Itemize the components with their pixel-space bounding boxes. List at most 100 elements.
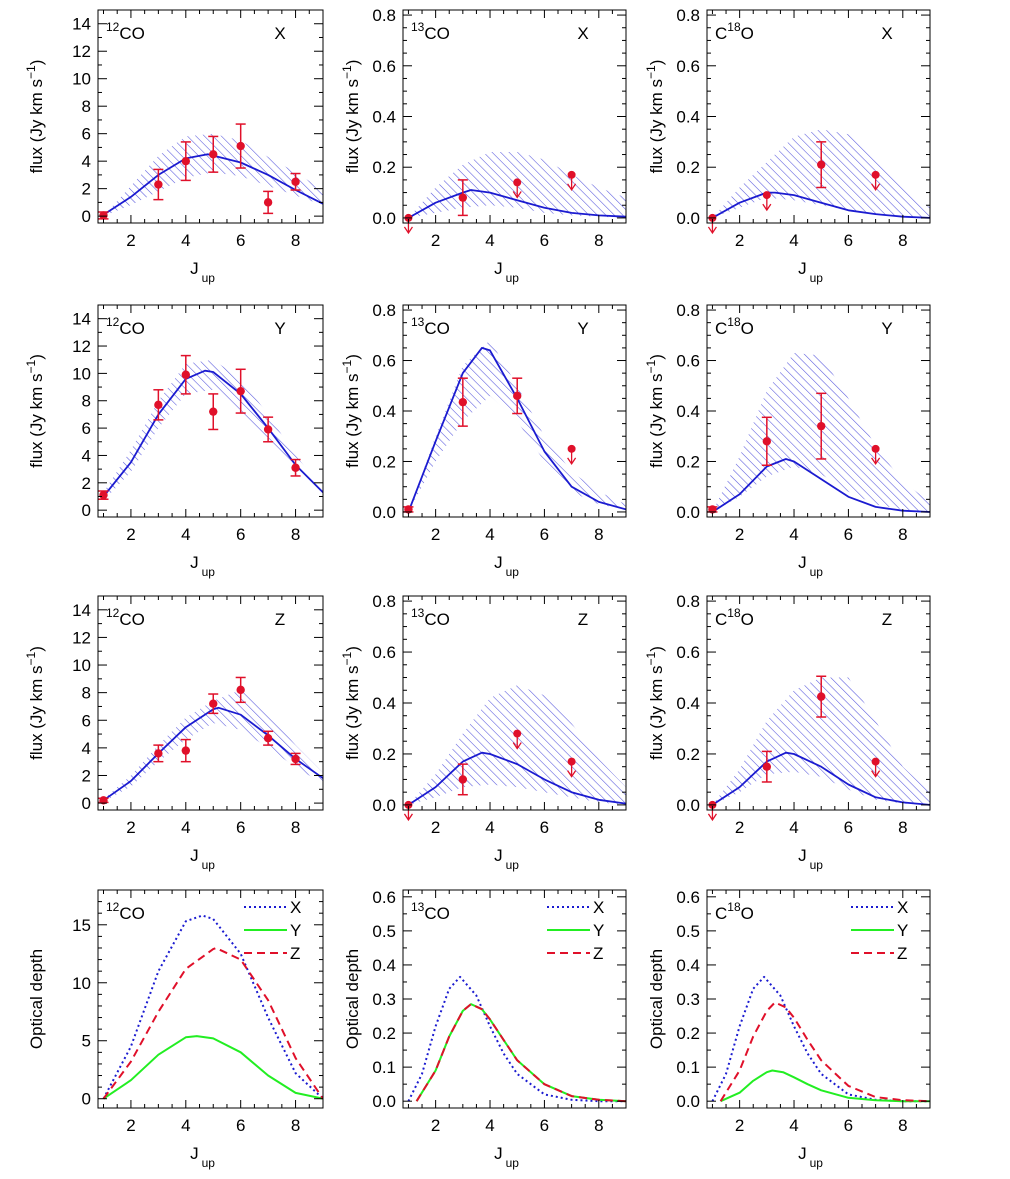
data-point (263, 734, 273, 743)
x-tick-label: 8 (291, 818, 300, 837)
series-line-X (711, 975, 930, 1103)
molecule-label: 12CO (106, 315, 145, 338)
panel-C18O-Z: 2 4 6 8 0.0 0.2 0.4 0.6 0.8 J up flux (Jy km s−1) C1… (644, 592, 931, 872)
model-curve (407, 347, 626, 513)
y-tick-label: 10 (72, 70, 91, 89)
x-tick-label: 2 (735, 231, 744, 250)
x-tick-label: 8 (898, 818, 907, 837)
y-axis-label: flux (Jy km s−1) (340, 60, 362, 174)
panel-13CO-Y: 2 4 6 8 0.0 0.2 0.4 0.6 0.8 J up flux (Jy km s−1) 13… (340, 301, 627, 579)
upper-limit-arrowhead (512, 742, 522, 750)
y-tick-label: 0.2 (372, 452, 396, 471)
legend-label-Z: Z (897, 944, 907, 963)
y-tick-label: 0.6 (372, 888, 396, 907)
x-tick-label: 8 (291, 231, 300, 250)
x-tick-label: 2 (735, 818, 744, 837)
position-label: Y (577, 319, 588, 338)
y-tick-label: 12 (72, 337, 91, 356)
y-tick-label: 6 (82, 711, 91, 730)
x-tick-label: 4 (789, 231, 798, 250)
position-label: X (577, 24, 588, 43)
y-tick-label: 0 (82, 501, 91, 520)
y-axis-label: flux (Jy km s−1) (644, 60, 666, 174)
upper-limit-arrowhead (403, 813, 413, 822)
x-tick-label: 4 (181, 818, 190, 837)
x-tick-label: 2 (431, 818, 440, 837)
y-tick-label: 0.4 (372, 402, 396, 421)
y-tick-label: 0.2 (676, 745, 700, 764)
model-curve (407, 189, 626, 219)
data-point (154, 180, 163, 189)
y-tick-label: 0.0 (676, 503, 700, 522)
y-axis-label: Optical depth (27, 949, 46, 1049)
position-label: Y (881, 319, 892, 338)
model-uncertainty-band (103, 689, 323, 802)
x-tick-label: 2 (126, 818, 135, 837)
data-point (154, 400, 163, 410)
y-tick-label: 6 (82, 125, 91, 144)
y-tick-label: 0.4 (676, 402, 700, 421)
x-tick-label: 2 (735, 525, 744, 544)
plot-frame (97, 889, 324, 1109)
panel-12CO-Z: 2 4 6 8 0 2 4 6 8 10 12 14 J up flux (Jy km s−1) 12CO Z (24, 595, 324, 872)
y-tick-label: 0.6 (372, 352, 396, 371)
y-tick-label: 2 (82, 766, 91, 785)
x-tick-label: 8 (898, 231, 907, 250)
legend-label-X: X (593, 898, 604, 917)
molecule-label: 13CO (411, 20, 450, 43)
position-label: Z (882, 610, 892, 629)
data-point (817, 692, 826, 701)
model-curve (102, 369, 323, 498)
data-point (181, 746, 191, 755)
y-tick-label: 10 (72, 656, 91, 675)
y-tick-label: 0 (82, 1090, 91, 1109)
x-tick-label: 8 (898, 525, 907, 544)
model-curve (102, 706, 323, 802)
y-tick-label: 0.0 (372, 1092, 396, 1111)
x-tick-label: 4 (789, 1116, 798, 1135)
y-tick-label: 0.0 (676, 796, 700, 815)
model-uncertainty-band (103, 359, 323, 501)
y-tick-label: 0.2 (372, 158, 396, 177)
data-point (263, 425, 273, 434)
y-tick-label: 0.2 (676, 158, 700, 177)
panel-12CO-Y: 2 4 6 8 0 2 4 6 8 10 12 14 J up flux (Jy km s−1) 12CO Y (24, 304, 324, 579)
y-axis-label: flux (Jy km s−1) (340, 354, 362, 468)
position-label: Y (274, 319, 285, 338)
y-tick-label: 5 (82, 1032, 91, 1051)
upper-limit-arrowhead (512, 191, 522, 199)
y-tick-label: 2 (82, 474, 91, 493)
upper-limit-arrowhead (762, 203, 772, 212)
y-tick-label: 6 (82, 419, 91, 438)
data-point (291, 754, 300, 764)
y-tick-label: 2 (82, 180, 91, 199)
y-tick-label: 0.6 (676, 888, 700, 907)
molecule-label: C18O (715, 20, 754, 43)
data-point (99, 490, 108, 500)
upper-limit-arrowhead (707, 813, 717, 822)
y-tick-label: 4 (82, 446, 91, 465)
x-tick-label: 2 (126, 525, 135, 544)
data-point (181, 156, 191, 166)
y-tick-label: 4 (82, 152, 91, 171)
panel-13CO-Z: 2 4 6 8 0.0 0.2 0.4 0.6 0.8 J up flux (Jy km s−1) 13… (340, 592, 627, 872)
legend-label-Y: Y (290, 921, 301, 940)
molecule-label: C18O (715, 315, 754, 338)
y-tick-label: 4 (82, 739, 91, 758)
model-curve (103, 153, 323, 216)
upper-limit-arrowhead (403, 226, 413, 235)
y-tick-label: 0.8 (676, 592, 700, 611)
y-axis-label: flux (Jy km s−1) (644, 354, 666, 468)
x-tick-label: 6 (236, 1116, 245, 1135)
x-tick-label: 4 (485, 1116, 494, 1135)
y-tick-label: 12 (72, 628, 91, 647)
x-tick-label: 2 (126, 231, 135, 250)
data-point (209, 150, 218, 159)
x-tick-label: 4 (485, 231, 494, 250)
molecule-label: 13CO (411, 606, 450, 629)
upper-limit-arrowhead (567, 770, 577, 778)
y-tick-label: 8 (82, 392, 91, 411)
